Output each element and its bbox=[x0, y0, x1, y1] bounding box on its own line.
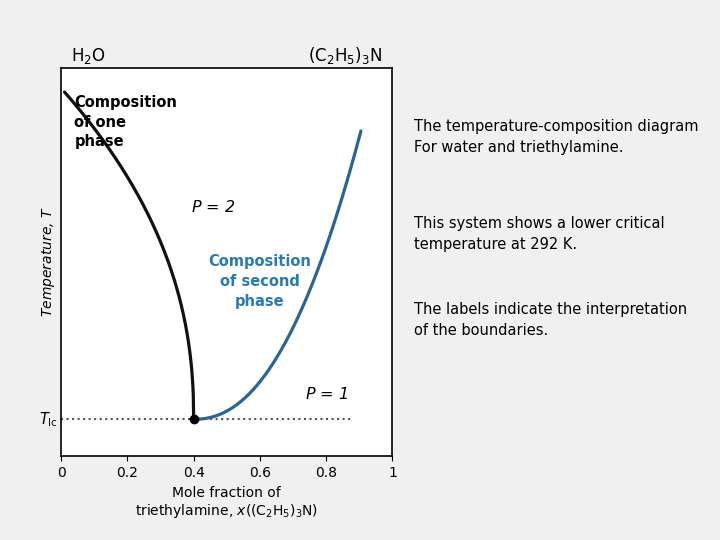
Text: H$_2$O: H$_2$O bbox=[71, 45, 106, 65]
Y-axis label: Temperature, $T$: Temperature, $T$ bbox=[40, 206, 57, 318]
Text: The labels indicate the interpretation
of the boundaries.: The labels indicate the interpretation o… bbox=[414, 302, 687, 339]
Text: $T_{\mathrm{lc}}$: $T_{\mathrm{lc}}$ bbox=[39, 410, 58, 429]
Text: This system shows a lower critical
temperature at 292 K.: This system shows a lower critical tempe… bbox=[414, 216, 665, 252]
Text: $P$ = 2: $P$ = 2 bbox=[192, 199, 235, 215]
X-axis label: Mole fraction of
triethylamine, $x$((C$_2$H$_5$)$_3$N): Mole fraction of triethylamine, $x$((C$_… bbox=[135, 485, 318, 520]
Text: The temperature-composition diagram
For water and triethylamine.: The temperature-composition diagram For … bbox=[414, 119, 698, 155]
Text: (C$_2$H$_5$)$_3$N: (C$_2$H$_5$)$_3$N bbox=[308, 45, 382, 65]
Text: Composition
of second
phase: Composition of second phase bbox=[209, 254, 311, 309]
Text: Composition
of one
phase: Composition of one phase bbox=[74, 94, 177, 150]
Text: $P$ = 1: $P$ = 1 bbox=[305, 386, 348, 402]
